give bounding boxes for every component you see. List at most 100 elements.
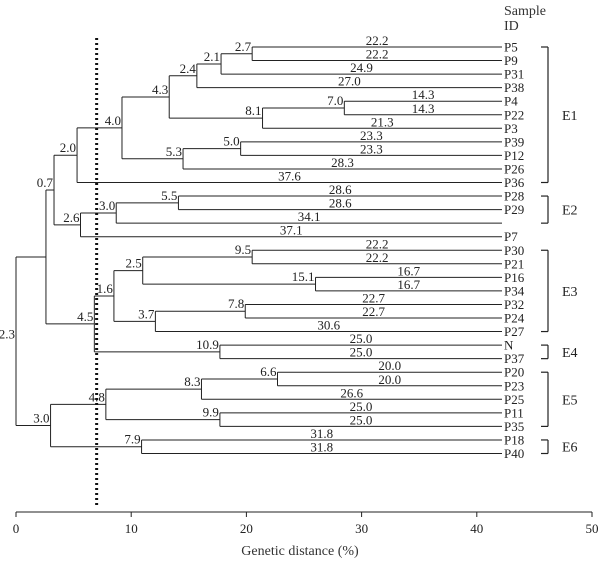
branch-length-label: 22.2: [366, 236, 389, 251]
header-line-1: Sample: [504, 4, 546, 19]
leaf-label: P28: [504, 189, 524, 204]
branch-length-label: 26.6: [340, 385, 363, 400]
branch-length-label: 28.3: [331, 155, 354, 170]
leaf-label: P12: [504, 148, 524, 163]
branch-length-label: 14.3: [412, 87, 435, 102]
leaf-label: P39: [504, 134, 524, 149]
group-label: E1: [562, 109, 578, 124]
branch-length-label: 22.7: [362, 290, 385, 305]
branch-length-label: 21.3: [371, 114, 394, 129]
node-distance-label: 8.1: [245, 103, 261, 118]
branch-length-label: 27.0: [338, 74, 361, 89]
node-distance-label: 2.6: [63, 210, 80, 225]
group-label: E2: [562, 204, 578, 219]
dendrogram-branches: [15, 46, 502, 454]
node-distance-label: 2.0: [60, 140, 76, 155]
leaf-label: P11: [504, 405, 524, 420]
x-tick-label: 40: [470, 521, 483, 536]
leaf-label: P38: [504, 80, 524, 95]
node-distance-label: 4.5: [77, 309, 93, 324]
leaf-label: P29: [504, 202, 524, 217]
node-distance-label: 6.6: [260, 364, 277, 379]
x-tick-label: 0: [13, 521, 20, 536]
leaf-label: P20: [504, 365, 524, 380]
x-tick-label: 50: [586, 521, 599, 536]
leaf-label: P4: [504, 94, 518, 109]
node-distance-label: 2.7: [235, 39, 252, 54]
leaf-label: P36: [504, 175, 525, 190]
branch-length-label: 16.7: [397, 277, 420, 292]
branch-length-label: 20.0: [378, 372, 401, 387]
branch-length-label: 31.8: [310, 426, 333, 441]
leaf-label: N: [504, 338, 514, 353]
branch-length-label: 31.8: [310, 440, 333, 455]
leaf-label: P18: [504, 432, 524, 447]
node-distance-label: 0.7: [37, 175, 54, 190]
branch-length-label: 14.3: [412, 101, 435, 116]
node-distance-label: 8.3: [184, 374, 200, 389]
node-distance-label: 2.4: [180, 61, 197, 76]
branch-length-label: 25.0: [350, 412, 373, 427]
branch-length-label: 34.1: [298, 209, 321, 224]
branch-length-label: 22.2: [366, 33, 389, 48]
node-distance-label: 4.8: [89, 389, 105, 404]
node-distance-label: 3.7: [138, 306, 155, 321]
branch-length-label: 22.7: [362, 304, 385, 319]
x-tick-label: 30: [355, 521, 368, 536]
x-axis: 0 10 20 30 40 50: [13, 511, 599, 536]
branch-length-label: 22.2: [366, 47, 389, 62]
leaf-label: P31: [504, 67, 524, 82]
leaf-label: P5: [504, 40, 518, 55]
leaf-label: P23: [504, 378, 524, 393]
branch-length-label: 24.9: [350, 60, 373, 75]
branch-length-label: 23.3: [360, 128, 383, 143]
group-label: E5: [562, 393, 578, 408]
branch-length-label: 23.3: [360, 141, 383, 156]
node-distance-label: 5.5: [161, 188, 177, 203]
leaf-label: P22: [504, 107, 524, 122]
node-distance-label: 5.3: [166, 144, 182, 159]
node-distance-label: 7.0: [327, 93, 343, 108]
branch-length-label: 28.6: [329, 196, 352, 211]
branch-length-label: 28.6: [329, 182, 352, 197]
group-label: E3: [562, 285, 578, 300]
branch-length-label: 30.6: [317, 318, 340, 333]
branch-length-label: 25.0: [350, 331, 373, 346]
node-distance-label: 7.8: [228, 296, 244, 311]
branch-length-label: 22.2: [366, 250, 389, 265]
node-labels: 22.222.22.724.92.127.02.414.314.37.021.3…: [0, 33, 435, 455]
node-distance-label: 4.3: [152, 82, 168, 97]
leaf-label: P27: [504, 324, 525, 339]
branch-length-label: 25.0: [350, 345, 373, 360]
node-distance-label: 2.1: [204, 49, 220, 64]
node-distance-label: 2.5: [125, 256, 141, 271]
leaf-label: P34: [504, 283, 525, 298]
node-distance-label: 2.3: [0, 326, 15, 341]
group-brackets: E1 E2 E3 E4 E5 E6: [541, 46, 578, 456]
node-distance-label: 9.9: [203, 405, 219, 420]
node-distance-label: 10.9: [196, 337, 219, 352]
leaf-label: P16: [504, 270, 525, 285]
branch-length-label: 25.0: [350, 399, 373, 414]
leaf-label: P24: [504, 311, 525, 326]
node-distance-label: 5.0: [223, 134, 239, 149]
node-distance-label: 9.5: [235, 242, 251, 257]
leaf-label: P7: [504, 229, 518, 244]
branch-length-label: 37.6: [278, 169, 301, 184]
group-label: E4: [562, 346, 578, 361]
x-tick-label: 20: [240, 521, 253, 536]
node-distance-label: 3.0: [99, 198, 115, 213]
node-distance-label: 7.9: [124, 432, 140, 447]
leaf-label: P40: [504, 446, 524, 461]
x-tick-label: 10: [125, 521, 138, 536]
leaf-label: P9: [504, 53, 518, 68]
leaf-label: P25: [504, 392, 524, 407]
node-distance-label: 4.0: [105, 113, 121, 128]
branch-length-label: 37.1: [280, 223, 303, 238]
leaf-label: P3: [504, 121, 518, 136]
branch-length-label: 16.7: [397, 263, 420, 278]
leaf-label: P37: [504, 351, 525, 366]
node-distance-label: 1.6: [97, 281, 114, 296]
